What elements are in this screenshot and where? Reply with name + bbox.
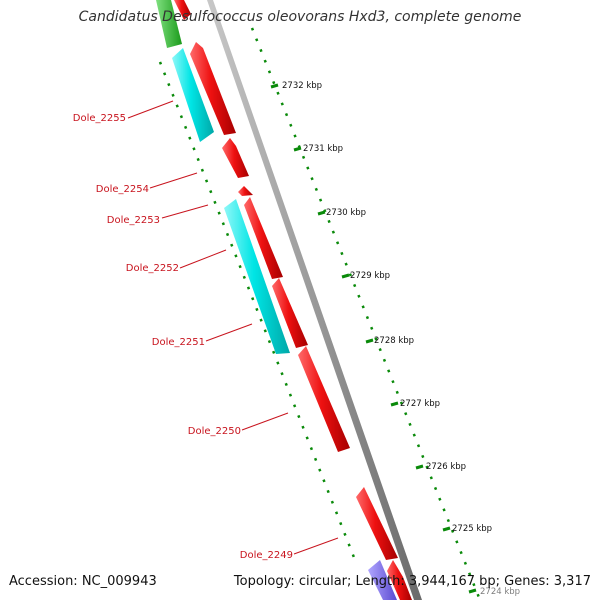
scale-label-2730: 2730 kbp bbox=[326, 208, 366, 218]
scale-labels: 2732 kbp 2731 kbp 2730 kbp 2729 kbp 2728… bbox=[282, 81, 520, 597]
gene-dole-2252-body bbox=[224, 199, 290, 354]
gene-dole-2253 bbox=[238, 186, 253, 196]
scale-major-ticks bbox=[270, 83, 477, 594]
gene-dole-2249 bbox=[356, 487, 398, 560]
gene-dole-2251 bbox=[272, 278, 308, 348]
scale-label-2729: 2729 kbp bbox=[350, 271, 390, 281]
gene-dole-2255-red bbox=[190, 42, 236, 135]
gene-dole-2250 bbox=[298, 346, 350, 452]
scale-label-2727: 2727 kbp bbox=[400, 399, 440, 409]
scale-label-2725: 2725 kbp bbox=[452, 524, 492, 534]
gene-label-dole-2250: Dole_2250 bbox=[188, 426, 241, 437]
gene-label-dole-2251: Dole_2251 bbox=[152, 337, 205, 348]
gene-partial-top-red bbox=[174, 0, 191, 20]
gene-label-dole-2249: Dole_2249 bbox=[240, 550, 293, 561]
genome-backbone bbox=[207, 0, 422, 600]
genome-title: Candidatus Desulfococcus oleovorans Hxd3… bbox=[78, 9, 522, 25]
gene-label-dole-2252: Dole_2252 bbox=[126, 263, 179, 274]
scale-label-2732: 2732 kbp bbox=[282, 81, 322, 91]
gene-partial-bottom-red bbox=[387, 560, 412, 600]
gene-leader-lines bbox=[127, 100, 339, 555]
gene-dole-2255-body bbox=[172, 48, 214, 142]
gene-dole-2252 bbox=[244, 197, 283, 279]
topology-text: Topology: circular; Length: 3,944,167 bp… bbox=[233, 574, 591, 589]
gene-partial-bottom-purple bbox=[368, 560, 397, 600]
accession-text: Accession: NC_009943 bbox=[9, 574, 157, 589]
gene-partial-top-green bbox=[156, 0, 182, 48]
scale-label-2724: 2724 kbp bbox=[480, 587, 520, 597]
gene-label-dole-2254: Dole_2254 bbox=[96, 184, 149, 195]
gene-labels: Dole_2255 Dole_2254 Dole_2253 Dole_2252 … bbox=[73, 113, 293, 561]
scale-label-2728: 2728 kbp bbox=[374, 336, 414, 346]
gene-label-dole-2253: Dole_2253 bbox=[107, 215, 160, 226]
scale-label-2726: 2726 kbp bbox=[426, 462, 466, 472]
scale-label-2731: 2731 kbp bbox=[303, 144, 343, 154]
gene-label-dole-2255: Dole_2255 bbox=[73, 113, 126, 124]
gene-dole-2254 bbox=[222, 138, 249, 178]
